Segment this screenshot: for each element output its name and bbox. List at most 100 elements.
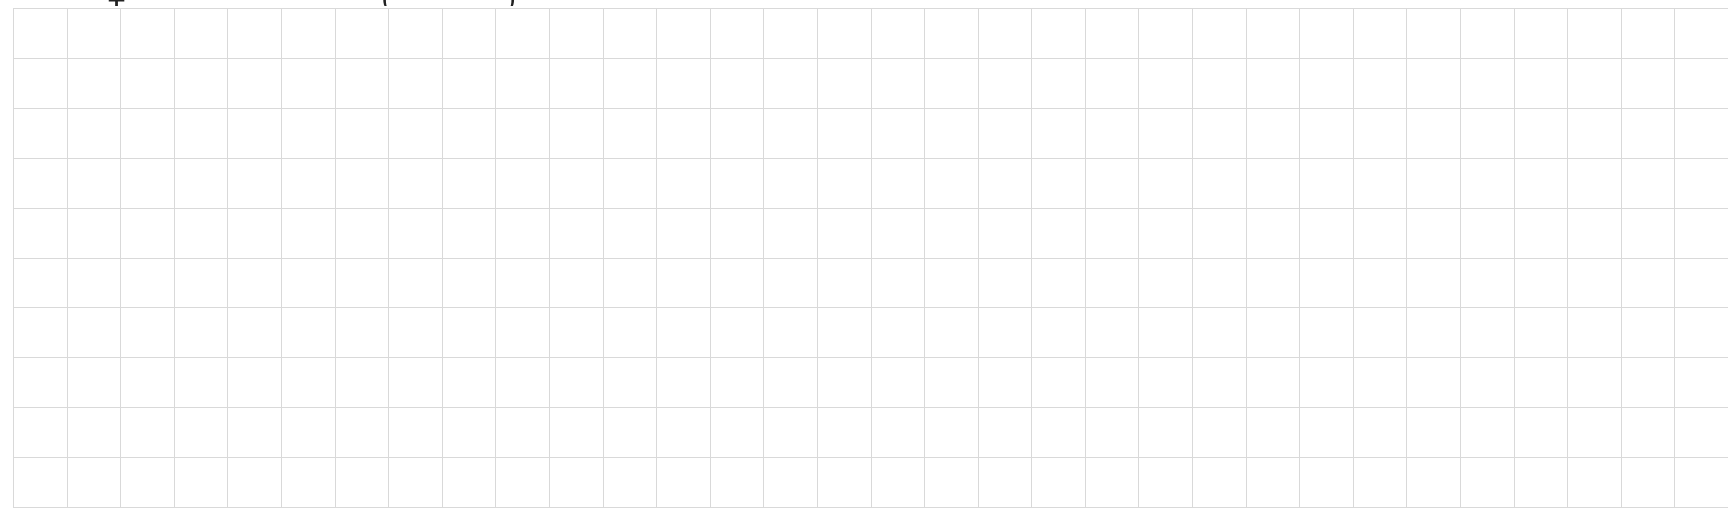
grid-cell[interactable]	[1407, 58, 1462, 109]
grid-cell[interactable]	[925, 458, 979, 508]
grid-cell[interactable]	[281, 108, 336, 159]
grid-cell[interactable]	[1300, 9, 1354, 59]
grid-cell[interactable]	[710, 458, 765, 508]
grid-cell[interactable]	[1568, 208, 1622, 259]
grid-cell[interactable]	[1085, 458, 1140, 508]
grid-cell[interactable]	[1514, 358, 1569, 409]
grid-cell[interactable]	[1246, 408, 1301, 459]
grid-cell[interactable]	[1514, 258, 1569, 309]
grid-cell[interactable]	[1675, 58, 1728, 109]
grid-cell[interactable]	[121, 308, 175, 359]
grid-cell[interactable]	[121, 58, 175, 109]
grid-cell[interactable]	[1139, 258, 1194, 309]
grid-cell[interactable]	[67, 408, 122, 459]
grid-cell[interactable]	[1353, 9, 1408, 59]
grid-cell[interactable]	[1193, 208, 1247, 259]
grid-cell[interactable]	[281, 58, 336, 109]
grid-cell[interactable]	[1300, 58, 1354, 109]
grid-cell[interactable]	[335, 358, 390, 409]
grid-cell[interactable]	[871, 358, 926, 409]
grid-cell[interactable]	[925, 358, 979, 409]
grid-cell[interactable]	[1246, 308, 1301, 359]
grid-cell[interactable]	[496, 9, 550, 59]
grid-cell[interactable]	[978, 158, 1033, 209]
grid-cell[interactable]	[174, 308, 229, 359]
grid-cell[interactable]	[1300, 208, 1354, 259]
grid-cell[interactable]	[67, 358, 122, 409]
grid-cell[interactable]	[67, 158, 122, 209]
grid-cell[interactable]	[1514, 408, 1569, 459]
grid-cell[interactable]	[978, 358, 1033, 409]
grid-cell[interactable]	[1568, 158, 1622, 209]
grid-cell[interactable]	[442, 58, 497, 109]
grid-cell[interactable]	[817, 208, 872, 259]
grid-cell[interactable]	[1675, 158, 1728, 209]
grid-cell[interactable]	[389, 458, 443, 508]
grid-cell[interactable]	[657, 9, 711, 59]
grid-cell[interactable]	[764, 208, 818, 259]
grid-cell[interactable]	[1139, 408, 1194, 459]
grid-cell[interactable]	[1461, 308, 1515, 359]
grid-cell[interactable]	[335, 408, 390, 459]
grid-cell[interactable]	[174, 9, 229, 59]
grid-cell[interactable]	[1085, 58, 1140, 109]
grid-cell[interactable]	[335, 108, 390, 159]
grid-cell[interactable]	[1514, 158, 1569, 209]
grid-cell[interactable]	[1514, 208, 1569, 259]
grid-cell[interactable]	[228, 458, 282, 508]
grid-cell[interactable]	[121, 358, 175, 409]
grid-cell[interactable]	[389, 308, 443, 359]
grid-cell[interactable]	[1514, 108, 1569, 159]
grid-cell[interactable]	[228, 108, 282, 159]
grid-cell[interactable]	[1407, 308, 1462, 359]
grid-cell[interactable]	[1407, 258, 1462, 309]
grid-cell[interactable]	[1246, 358, 1301, 409]
grid-cell[interactable]	[549, 9, 604, 59]
grid-cell[interactable]	[1514, 308, 1569, 359]
grid-cell[interactable]	[442, 208, 497, 259]
grid-cell[interactable]	[871, 108, 926, 159]
grid-cell[interactable]	[281, 158, 336, 209]
grid-cell[interactable]	[1461, 258, 1515, 309]
grid-cell[interactable]	[817, 108, 872, 159]
grid-cell[interactable]	[281, 358, 336, 409]
grid-cell[interactable]	[1300, 258, 1354, 309]
grid-cell[interactable]	[1032, 58, 1086, 109]
grid-cell[interactable]	[174, 58, 229, 109]
empty-grid[interactable]	[13, 8, 1728, 508]
grid-cell[interactable]	[1568, 258, 1622, 309]
grid-cell[interactable]	[1621, 358, 1676, 409]
grid-cell[interactable]	[1407, 358, 1462, 409]
grid-cell[interactable]	[1621, 408, 1676, 459]
grid-cell[interactable]	[1246, 258, 1301, 309]
grid-cell[interactable]	[1032, 258, 1086, 309]
grid-cell[interactable]	[1621, 458, 1676, 508]
grid-cell[interactable]	[1085, 308, 1140, 359]
grid-cell[interactable]	[603, 208, 658, 259]
grid-cell[interactable]	[549, 258, 604, 309]
grid-cell[interactable]	[817, 358, 872, 409]
grid-cell[interactable]	[1461, 408, 1515, 459]
grid-cell[interactable]	[1139, 58, 1194, 109]
grid-cell[interactable]	[1407, 158, 1462, 209]
grid-cell[interactable]	[1300, 458, 1354, 508]
grid-cell[interactable]	[871, 408, 926, 459]
grid-cell[interactable]	[67, 258, 122, 309]
grid-cell[interactable]	[657, 408, 711, 459]
grid-cell[interactable]	[1621, 308, 1676, 359]
grid-cell[interactable]	[1353, 308, 1408, 359]
grid-cell[interactable]	[1032, 308, 1086, 359]
grid-cell[interactable]	[228, 408, 282, 459]
grid-cell[interactable]	[1353, 108, 1408, 159]
grid-cell[interactable]	[871, 258, 926, 309]
grid-cell[interactable]	[817, 308, 872, 359]
grid-cell[interactable]	[603, 408, 658, 459]
grid-cell[interactable]	[1514, 458, 1569, 508]
grid-cell[interactable]	[603, 9, 658, 59]
grid-cell[interactable]	[496, 458, 550, 508]
grid-cell[interactable]	[817, 9, 872, 59]
grid-cell[interactable]	[14, 308, 68, 359]
grid-cell[interactable]	[710, 108, 765, 159]
grid-cell[interactable]	[764, 258, 818, 309]
grid-cell[interactable]	[764, 58, 818, 109]
